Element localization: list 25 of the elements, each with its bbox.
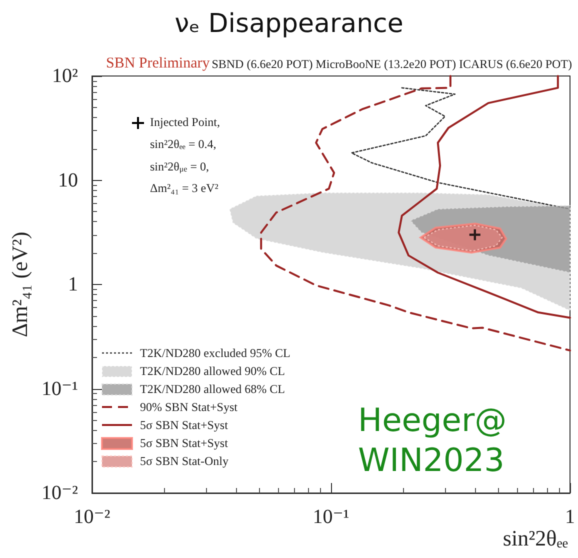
x-axis-title: sin²2θₑₑ <box>502 526 568 550</box>
y-tick-label: 10⁻² <box>41 482 78 504</box>
y-tick-label: 10⁻¹ <box>41 378 78 400</box>
legend-label: T2K/ND280 allowed 90% CL <box>140 364 285 378</box>
text: SBND (6.6e20 POT) MicroBooNE (13.2e20 POT) ICARUS (6.6e20 POT) <box>212 57 572 71</box>
legend-label: T2K/ND280 allowed 68% CL <box>140 382 285 396</box>
legend-label: 5σ SBN Stat-Only <box>140 454 228 468</box>
chart-subtitle: SBN Preliminary <box>106 56 210 72</box>
legend-label: 5σ SBN Stat+Syst <box>140 436 229 450</box>
annotation: sin²2θμe = 0, <box>150 160 209 174</box>
y-tick-label: 10 <box>58 169 78 192</box>
annotation: Δm²₄₁ = 3 eV² <box>150 181 219 195</box>
legend-label: 90% SBN Stat+Syst <box>140 400 238 414</box>
legend-label: Injected Point, <box>150 115 220 129</box>
x-tick-label: 10⁻¹ <box>312 506 350 528</box>
legend-label: 5σ SBN Stat+Syst <box>140 418 229 432</box>
y-tick-label: 1 <box>68 274 78 296</box>
y-tick-label: 10² <box>52 65 78 87</box>
x-tick-label: 10⁻² <box>74 506 110 528</box>
chart-title: νₑ Disappearance <box>174 9 404 39</box>
legend-label: T2K/ND280 excluded 95% CL <box>140 346 290 360</box>
annotation: sin²2θₑₑ = 0.4, <box>150 137 216 151</box>
x-tick-label: 1 <box>565 506 575 528</box>
y-axis-title: Δm²₄₁ (eV²) <box>7 232 32 338</box>
annotation: Heeger@ WIN2023 <box>358 401 507 479</box>
